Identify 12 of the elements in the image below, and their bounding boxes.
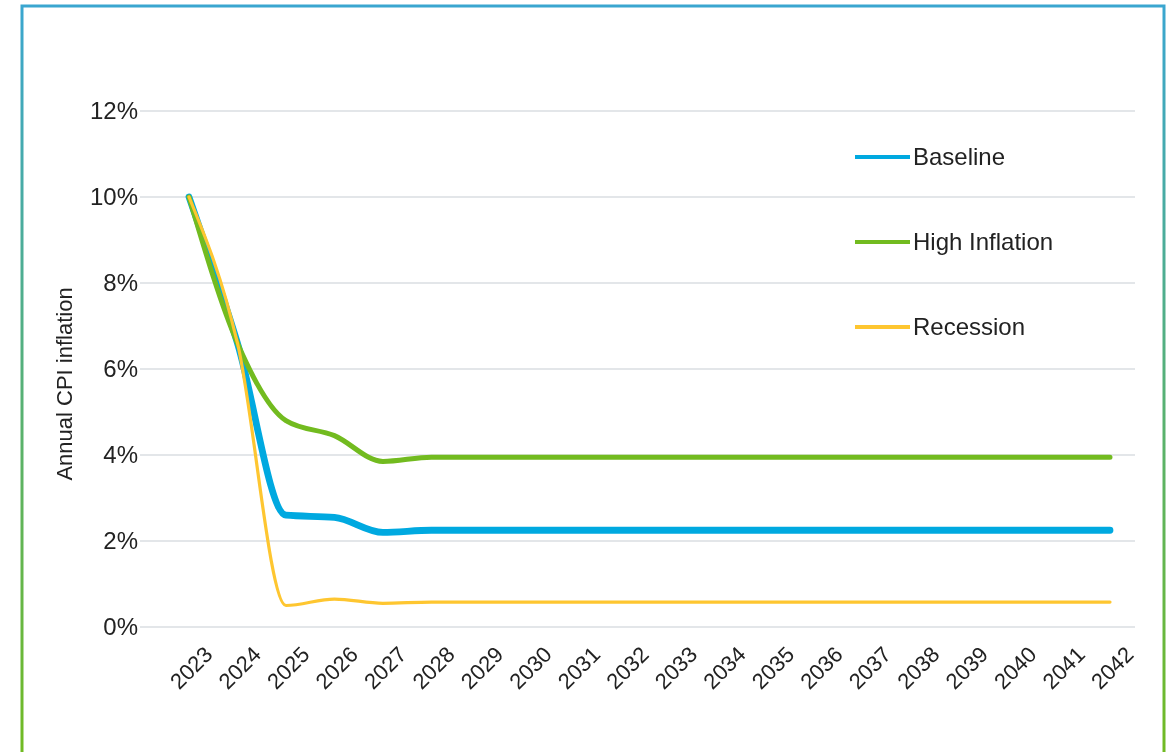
y-axis-title: Annual CPI inflation: [52, 287, 77, 481]
y-tick-label: 10%: [89, 183, 138, 211]
legend-label: High Inflation: [913, 228, 1054, 256]
legend-label: Baseline: [913, 143, 1006, 171]
y-tick-label: 0%: [103, 613, 138, 641]
y-tick-label: 4%: [103, 441, 138, 469]
y-tick-label: 12%: [89, 97, 138, 125]
y-tick-label: 8%: [103, 269, 138, 297]
legend-label: Recession: [913, 313, 1026, 341]
line-series: [187, 195, 1112, 608]
y-tick-label: 2%: [103, 527, 138, 555]
y-tick-label: 6%: [103, 355, 138, 383]
